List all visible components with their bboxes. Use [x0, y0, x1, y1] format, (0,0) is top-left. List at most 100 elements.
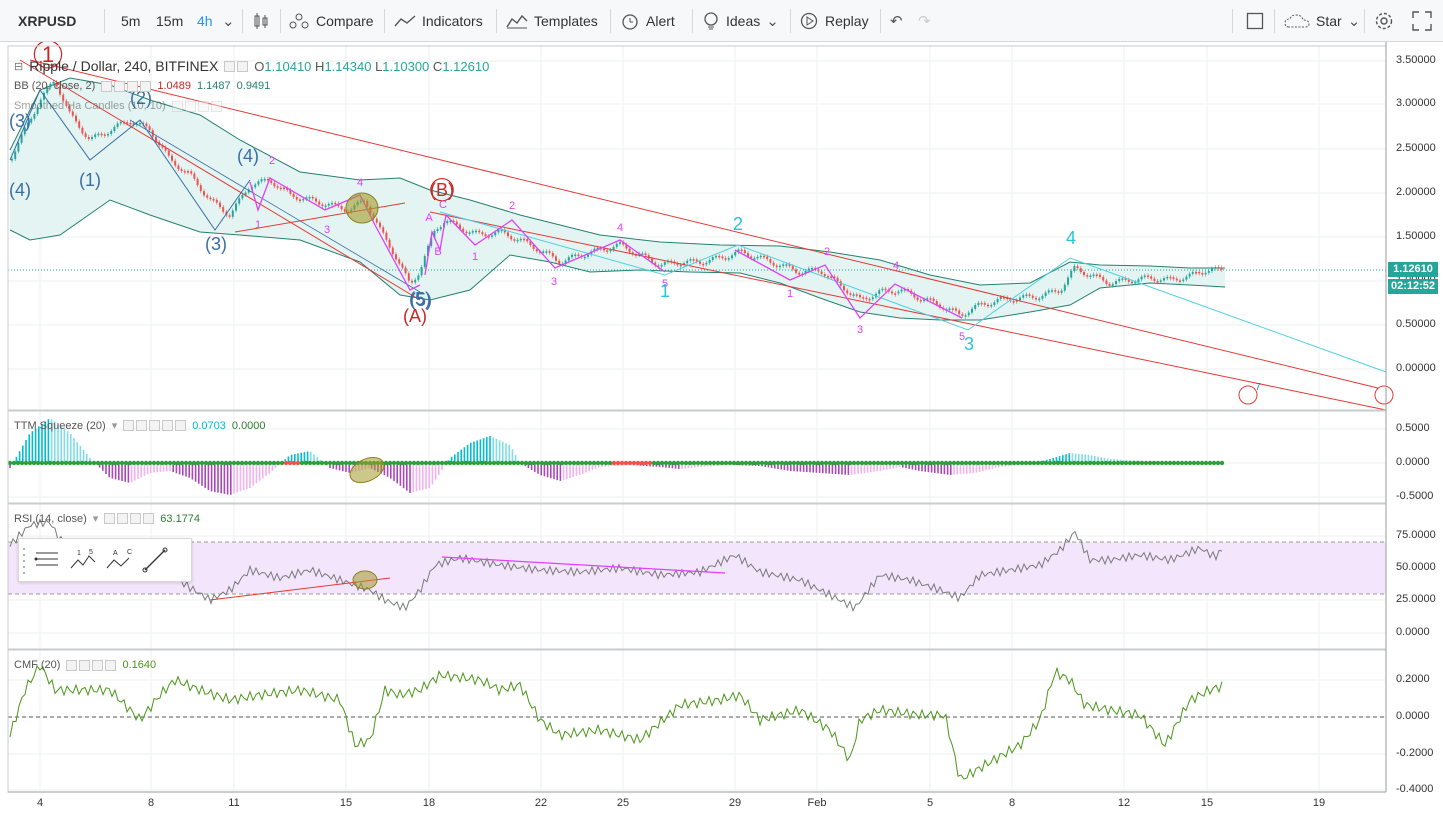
candle-body	[657, 265, 660, 268]
candle-body	[62, 94, 65, 101]
wave-label: 3	[324, 224, 330, 236]
collapse-icon[interactable]: ⊟	[14, 60, 24, 73]
trend-line	[19, 59, 421, 301]
candle-body	[276, 186, 279, 188]
squeeze-dot	[1115, 460, 1121, 466]
interval-15m[interactable]: 15m	[156, 0, 183, 42]
candle-body	[487, 236, 490, 238]
symbol-search[interactable]: XRPUSD	[18, 0, 76, 42]
wave-label: (1)	[79, 170, 101, 190]
squeeze-dot	[431, 460, 437, 466]
candle-body	[1031, 295, 1034, 298]
interval-dropdown[interactable]: ⌄	[222, 0, 235, 42]
squeeze-dot	[543, 460, 549, 466]
chevron-down-icon: ⌄	[1347, 12, 1361, 30]
alert-button[interactable]: Alert	[620, 0, 675, 42]
squeeze-dot	[687, 460, 693, 466]
candle-body	[177, 165, 180, 170]
ttm-legend[interactable]: TTM Squeeze (20) ▾ 0.0703 0.0000	[14, 419, 266, 433]
squeeze-dot	[955, 460, 961, 466]
replay-button[interactable]: Replay	[799, 0, 869, 42]
candle-body	[46, 87, 49, 93]
squeeze-dot	[671, 460, 677, 466]
squeeze-dot	[743, 460, 749, 466]
chart-canvas[interactable]: 1(3)(4)(5)(2)(1)(4)(3)21 34 (B)ABC(5)(A)21…	[0, 42, 1443, 816]
candle-body	[804, 270, 807, 274]
legend-buttons[interactable]	[66, 659, 117, 671]
legend-buttons[interactable]	[123, 420, 187, 431]
templates-button[interactable]: Templates	[506, 0, 598, 42]
redo-button[interactable]: ↷	[918, 0, 931, 42]
squeeze-dot	[171, 460, 177, 466]
squeeze-dot	[1083, 460, 1089, 466]
undo-button[interactable]: ↶	[890, 0, 903, 42]
candle-body	[836, 277, 839, 282]
squeeze-dot	[1167, 460, 1173, 466]
compare-button[interactable]: Compare	[288, 0, 374, 42]
candle-body	[1195, 271, 1197, 274]
interval-5m[interactable]: 5m	[121, 0, 140, 42]
legend-buttons[interactable]	[224, 60, 249, 72]
candle-body	[471, 231, 474, 233]
squeeze-dot	[663, 460, 669, 466]
squeeze-dot	[23, 460, 29, 466]
rsi-legend[interactable]: RSI (14, close) ▾ 63.1774	[14, 512, 200, 526]
heikin-legend[interactable]: Smoothed Ha Candles (10, 10)	[14, 100, 222, 112]
drag-handle[interactable]	[21, 545, 29, 575]
squeeze-dot	[279, 460, 285, 466]
squeeze-dot	[931, 460, 937, 466]
candle-body	[126, 122, 129, 124]
candle-body	[1191, 271, 1194, 274]
wave-label: 1	[472, 251, 478, 263]
squeeze-dot	[67, 460, 73, 466]
squeeze-dot	[267, 460, 273, 466]
settings-button[interactable]	[1374, 0, 1394, 42]
squeeze-dot	[867, 460, 873, 466]
legend-buttons[interactable]	[171, 100, 222, 112]
interval-4h[interactable]: 4h	[197, 0, 213, 42]
interval-4h-label: 4h	[197, 13, 213, 29]
wave-label: (5)	[409, 289, 431, 309]
cmf-legend[interactable]: CMF (20) 0.1640	[14, 659, 156, 671]
squeeze-dot	[1171, 460, 1177, 466]
star-button[interactable]: Star ⌄	[1284, 0, 1360, 42]
candle-body	[164, 147, 167, 151]
lines-tool-button[interactable]	[29, 542, 65, 578]
legend-buttons[interactable]	[104, 513, 155, 524]
squeeze-dot	[779, 460, 785, 466]
chart-type-button[interactable]	[252, 0, 270, 42]
time-tick-label: 25	[616, 797, 630, 809]
candle-body	[1198, 271, 1201, 274]
squeeze-dot	[551, 460, 557, 466]
fullscreen-button[interactable]	[1412, 0, 1432, 42]
candle-body	[663, 262, 666, 265]
candle-body	[974, 305, 977, 309]
candle-body	[686, 260, 689, 264]
squeeze-dot	[247, 460, 253, 466]
squeeze-dot	[39, 460, 45, 466]
candle-body	[1051, 290, 1053, 292]
candle-body	[1153, 278, 1156, 281]
squeeze-dot	[107, 460, 113, 466]
squeeze-dot	[643, 460, 649, 466]
squeeze-dot	[539, 460, 545, 466]
squeeze-dot	[783, 460, 789, 466]
trend-line-tool-button[interactable]	[137, 542, 173, 578]
indicators-label: Indicators	[422, 13, 483, 29]
bb-legend[interactable]: BB (20, close, 2) 1.0489 1.1487 0.9491	[14, 80, 270, 92]
squeeze-dot	[855, 460, 861, 466]
wave-label: (5)	[410, 290, 432, 310]
squeeze-dot	[35, 460, 41, 466]
legend-buttons[interactable]	[101, 80, 152, 92]
alert-label: Alert	[646, 13, 675, 29]
fullscreen-layout-button[interactable]	[1246, 0, 1264, 42]
candle-body	[129, 122, 132, 125]
candle-body	[849, 293, 852, 295]
candle-body	[78, 121, 81, 128]
ideas-button[interactable]: Ideas ⌄	[702, 0, 779, 42]
candle-body	[523, 238, 525, 241]
squeeze-dot	[191, 460, 197, 466]
indicators-button[interactable]: Indicators	[394, 0, 483, 42]
